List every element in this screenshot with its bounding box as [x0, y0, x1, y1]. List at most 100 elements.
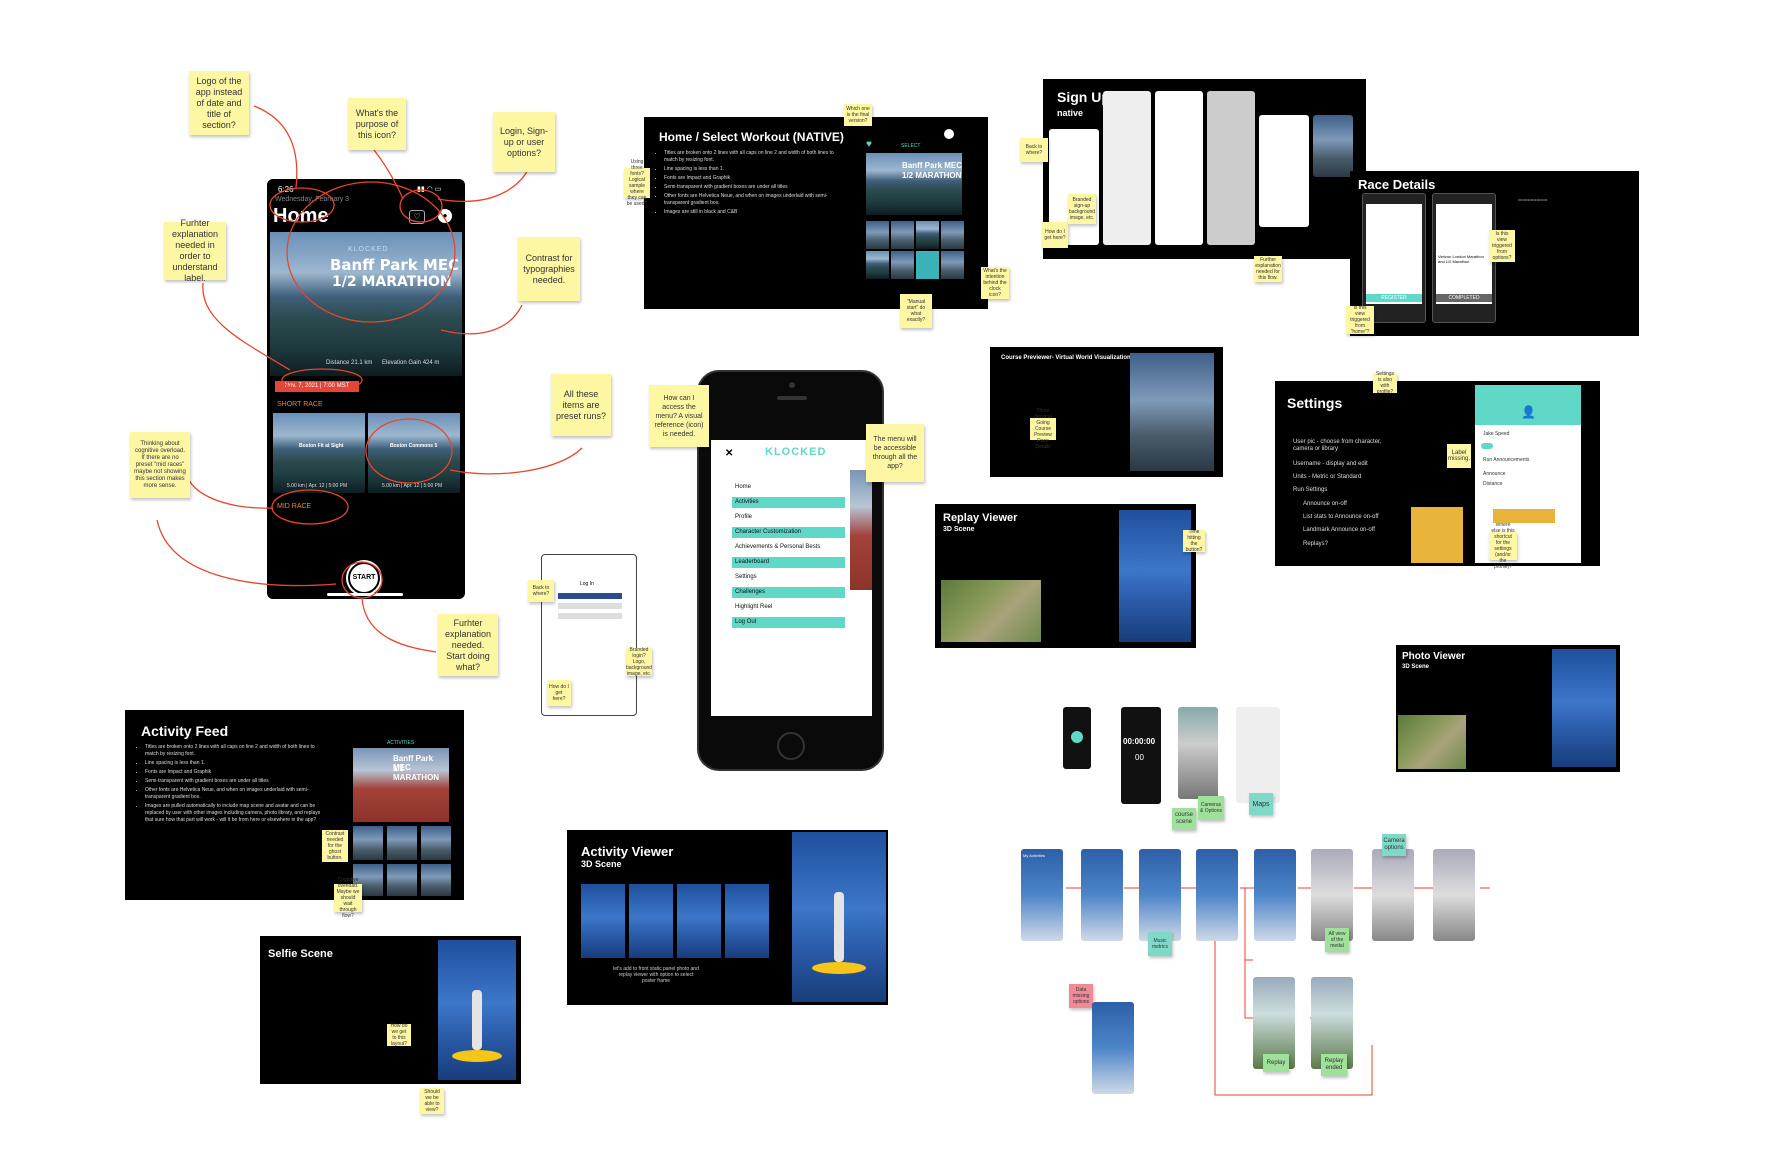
featured-activity-banner[interactable]: Banff Park MEC 1/2 MARATHON	[353, 748, 449, 822]
race-card[interactable]: Boston Commons 5 5.00 km | Apr. 12 | 5:0…	[368, 413, 460, 493]
toggle[interactable]	[1481, 443, 1493, 449]
app-logo: KLOCKED	[765, 446, 827, 458]
flow-screen: My Activities	[1021, 849, 1063, 941]
thumbnail[interactable]	[891, 251, 914, 279]
close-icon[interactable]: ✕	[725, 448, 734, 459]
replay-viewer-board: Replay Viewer 3D Scene	[935, 504, 1196, 648]
featured-race-banner[interactable]: Banff Park MEC 1/2 MARATHON	[866, 153, 962, 215]
sticky-note: How do we get to this layout?	[387, 1023, 411, 1047]
sticky-note: Thinking about cognitive overload. If th…	[130, 432, 190, 498]
flow-label-course-scene: course scene	[1172, 808, 1196, 830]
user-icon[interactable]: ●	[438, 209, 452, 223]
menu-phone-frame: ✕ KLOCKED Home Activities Profile Charac…	[697, 370, 884, 771]
user-icon[interactable]	[944, 129, 954, 139]
menu-item-profile[interactable]: Profile	[735, 514, 753, 520]
featured-race-banner[interactable]: KLOCKED Banff Park MEC 1/2 MARATHON Dist…	[270, 232, 462, 376]
board-bullets: Titles are broken onto 2 lines with all …	[137, 744, 325, 826]
sticky-note: What's the purpose of this icon?	[348, 98, 406, 150]
replay-map	[941, 580, 1041, 642]
board-subtitle: 3D Scene	[943, 526, 975, 533]
menu-item-home[interactable]: Home	[735, 484, 752, 490]
login-title: Log In	[580, 581, 594, 587]
banner-title-line2: 1/2 MARATHON	[332, 274, 452, 290]
flow-screen	[1433, 849, 1475, 941]
flow-screen	[1092, 1002, 1134, 1094]
activity-thumbnail[interactable]	[353, 826, 383, 860]
activity-viewer-scene	[792, 832, 886, 1002]
sticky-note: Is this view triggered from options?	[1489, 230, 1515, 262]
menu-item-achievements[interactable]: Achievements & Personal Bests	[735, 544, 821, 550]
viewer-frame[interactable]	[725, 884, 769, 958]
flow-label-cameras-options: Cameras & Options	[1198, 796, 1224, 820]
thumbnail[interactable]	[891, 221, 914, 249]
settings-item: List stats to Announce on-off	[1303, 514, 1379, 520]
thumbnail[interactable]	[941, 221, 964, 249]
menu-item-highlight-reel[interactable]: Highlight Reel	[735, 604, 773, 610]
race-detail-phone: REGISTER	[1362, 193, 1426, 323]
heart-icon[interactable]: ♥	[866, 139, 872, 150]
menu-item-character-customization[interactable]: Character Customization	[732, 527, 845, 538]
thumbnail[interactable]	[866, 251, 889, 279]
start-button[interactable]: START	[348, 562, 380, 594]
menu-item-settings[interactable]: Settings	[735, 574, 757, 580]
bullet: Fonts are Impact and Graphik	[145, 769, 325, 776]
flow-screen	[1311, 977, 1353, 1069]
race-detail-phone: Verizon London Marathon and 1/2 Marathon…	[1432, 193, 1496, 323]
menu-item-activities[interactable]: Activities	[732, 497, 845, 508]
register-button[interactable]: REGISTER	[1366, 294, 1422, 302]
viewer-frame[interactable]	[581, 884, 625, 958]
flow-screen	[1196, 849, 1238, 941]
sticky-note: What's the intention behind the clock ic…	[981, 267, 1009, 299]
menu-item-challenges[interactable]: Challenges	[732, 587, 845, 598]
activity-thumbnail[interactable]	[387, 864, 417, 896]
thumbnail[interactable]	[941, 251, 964, 279]
flow-screen	[1253, 977, 1295, 1069]
sticky-note: How do I get here?	[1042, 222, 1068, 248]
bullet: Fonts are Impact and Graphik	[664, 175, 844, 182]
sticky-note: Label missing.	[1447, 444, 1471, 468]
heart-pulse-icon[interactable]: ♡	[409, 210, 425, 224]
settings-panel-item[interactable]: Run Announcements	[1483, 457, 1530, 463]
avatar[interactable]: 👤	[1521, 405, 1536, 419]
completed-badge: COMPLETED	[1436, 294, 1492, 302]
settings-item: Username - display and edit	[1293, 461, 1368, 467]
login-button[interactable]	[558, 613, 622, 619]
signup-screen	[1103, 91, 1151, 245]
viewer-frame[interactable]	[677, 884, 721, 958]
thumbnail[interactable]	[866, 221, 889, 249]
menu-item-leaderboard[interactable]: Leaderboard	[732, 557, 845, 568]
signup-screen	[1259, 115, 1309, 227]
menu-item-log-out[interactable]: Log Out	[732, 617, 845, 628]
bullet: Line spacing is less than 1.	[145, 760, 325, 767]
settings-panel-item[interactable]: Announce	[1483, 471, 1506, 477]
flow-avatar	[1071, 731, 1083, 743]
activity-thumbnail[interactable]	[421, 864, 451, 896]
status-time: 6:26	[278, 185, 294, 194]
board-title: Replay Viewer	[943, 512, 1018, 524]
bullet: Images are still in black and C&B	[664, 209, 844, 216]
home-button[interactable]	[777, 732, 805, 760]
flow-time-small: 00	[1135, 753, 1144, 762]
board-subtitle: 3D Scene	[1402, 664, 1430, 670]
login-button[interactable]	[558, 593, 622, 599]
thumbnail[interactable]	[916, 251, 939, 279]
sticky-note: How do I get here?	[547, 680, 571, 706]
avatar-figure	[834, 892, 844, 962]
signup-screen	[1313, 115, 1353, 177]
activity-thumbnail[interactable]	[421, 826, 451, 860]
board-subtitle: native	[1057, 108, 1084, 118]
login-button[interactable]	[558, 603, 622, 609]
sticky-note: All these items are preset runs?	[551, 374, 611, 436]
signup-screen	[1207, 91, 1255, 245]
activity-thumbnail[interactable]	[387, 826, 417, 860]
settings-panel-item[interactable]: Jake Speed	[1483, 431, 1510, 437]
sticky-note: Where else is this shortcut for the sett…	[1489, 522, 1517, 570]
settings-item: Replays?	[1303, 541, 1329, 547]
flow-label-all-view-medal: All view of the medal	[1325, 928, 1349, 952]
settings-panel-item[interactable]: Distance	[1483, 481, 1503, 487]
race-card[interactable]: Boston Fit at Sight 5.00 km | Apr. 12 | …	[273, 413, 365, 493]
sticky-note: Branded sign-up background image, etc.	[1068, 194, 1096, 224]
sticky-note: Time hitting the button?	[1183, 529, 1205, 553]
thumbnail[interactable]	[916, 221, 939, 249]
viewer-frame[interactable]	[629, 884, 673, 958]
